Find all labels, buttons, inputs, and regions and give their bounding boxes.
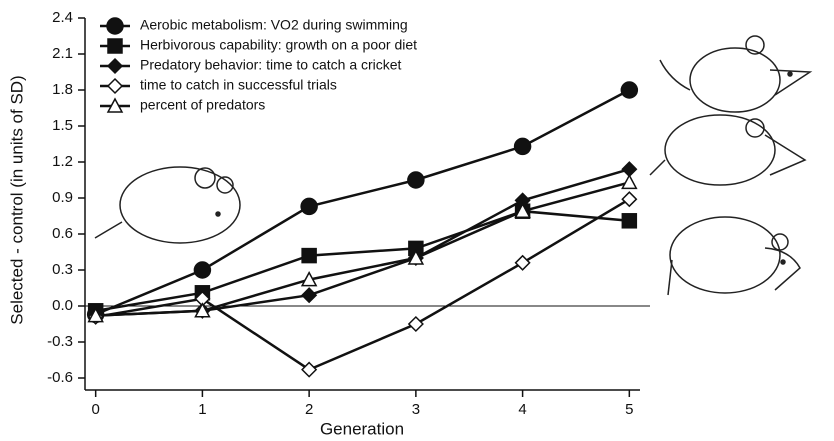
marker — [107, 38, 123, 54]
x-tick-label: 5 — [625, 401, 633, 418]
series-line — [95, 198, 630, 372]
marker — [193, 261, 212, 279]
marker — [407, 315, 424, 333]
marker — [106, 97, 124, 113]
marker — [300, 271, 318, 287]
marker — [106, 77, 124, 95]
legend-label: Aerobic metabolism: VO2 during swimming — [140, 17, 408, 33]
marker — [514, 202, 531, 218]
x-tick-label: 1 — [198, 401, 206, 418]
y-tick-label: 2.1 — [52, 45, 73, 62]
legend: Aerobic metabolism: VO2 during swimming H… — [100, 17, 417, 113]
marker — [621, 213, 638, 229]
marker — [194, 302, 211, 318]
marker — [621, 191, 638, 208]
series-line — [95, 88, 630, 316]
series-line — [95, 181, 630, 317]
marker — [513, 137, 532, 156]
marker — [300, 197, 318, 216]
y-tick-label: 0.3 — [52, 261, 73, 278]
legend-label: time to catch in successful trials — [140, 77, 337, 93]
legend-label: percent of predators — [140, 97, 265, 113]
y-axis-label: Selected - control (in units of SD) — [7, 75, 26, 324]
x-axis-label: Generation — [320, 419, 404, 438]
y-tick-label: -0.6 — [47, 369, 73, 386]
legend-label: Herbivorous capability: growth on a poor… — [140, 37, 417, 53]
marker — [407, 249, 425, 265]
y-tick-label: 1.8 — [52, 81, 73, 98]
marker — [301, 247, 317, 264]
mouse-illustration — [94, 35, 813, 296]
series-line — [95, 209, 630, 313]
marker — [87, 307, 104, 323]
marker — [301, 287, 318, 304]
x-tick-label: 4 — [518, 401, 526, 418]
legend-label: Predatory behavior: time to catch a cric… — [140, 57, 402, 73]
marker — [514, 254, 531, 271]
x-tick-label: 0 — [92, 401, 100, 418]
y-tick-label: 0.0 — [52, 297, 73, 314]
marker — [407, 171, 425, 189]
x-tick-label: 2 — [305, 401, 313, 418]
marker — [621, 173, 638, 190]
y-tick-label: 0.9 — [52, 189, 73, 206]
y-tick-label: 1.2 — [52, 153, 73, 170]
x-tick-label: 3 — [412, 401, 420, 418]
y-tick-label: 1.5 — [52, 117, 73, 134]
marker — [620, 81, 639, 99]
y-tick-label: 2.4 — [52, 9, 73, 26]
marker — [106, 17, 124, 35]
marker — [106, 57, 124, 75]
y-tick-label: -0.3 — [47, 333, 73, 350]
marker — [301, 361, 318, 378]
y-tick-label: 0.6 — [52, 225, 73, 242]
